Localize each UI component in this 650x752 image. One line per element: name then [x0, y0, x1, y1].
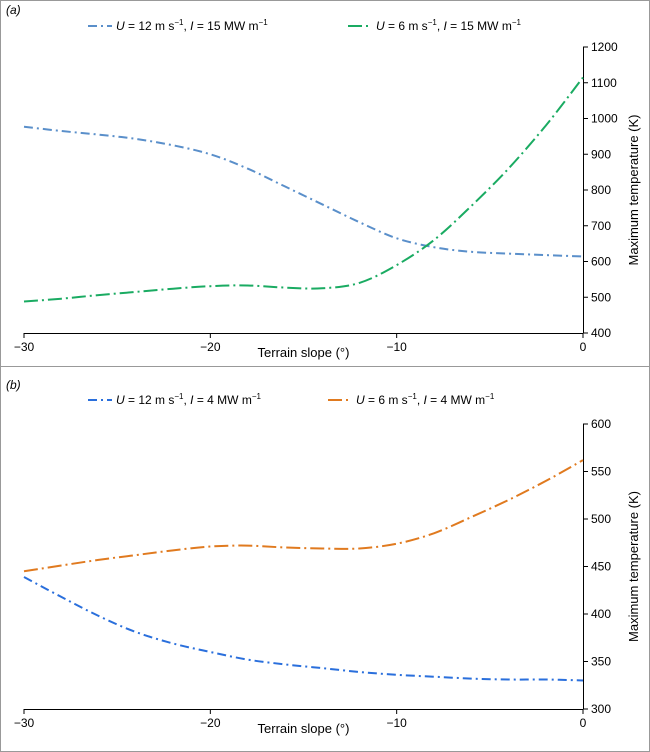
- y-tick-label: 400: [591, 607, 611, 621]
- x-tick-label: −30: [14, 716, 35, 730]
- panel-label: (b): [6, 378, 21, 392]
- legend-u: U: [116, 19, 125, 33]
- x-tick-label: −30: [14, 340, 35, 354]
- y-tick-label: 900: [591, 147, 611, 161]
- legend-sup: −1: [428, 18, 438, 27]
- y-tick-label: 300: [591, 702, 611, 716]
- legend-u_val: = 6 m s: [385, 19, 428, 33]
- panel-label: (a): [6, 3, 21, 17]
- y-tick-label: 1100: [591, 76, 617, 90]
- legend-sep: ,: [183, 393, 190, 407]
- y-tick-label: 350: [591, 655, 611, 669]
- y-tick-label: 450: [591, 560, 611, 574]
- x-tick-label: −20: [200, 340, 221, 354]
- x-tick-label: −10: [386, 716, 407, 730]
- x-tick-label: 0: [580, 340, 587, 354]
- y-axis-label: Maximum temperature (K): [626, 491, 641, 642]
- legend-sup2: −1: [259, 18, 269, 27]
- y-tick-label: 700: [591, 219, 611, 233]
- y-tick-label: 500: [591, 290, 611, 304]
- legend-sup: −1: [174, 392, 184, 401]
- legend-i: I: [190, 393, 194, 407]
- legend-sup: −1: [408, 392, 418, 401]
- legend-i: I: [443, 19, 447, 33]
- y-tick-label: 500: [591, 512, 611, 526]
- legend-label-1: U = 12 m s−1, I = 4 MW m−1: [116, 392, 262, 407]
- legend-u_val: = 6 m s: [365, 393, 408, 407]
- legend-sup2: −1: [485, 392, 495, 401]
- y-tick-label: 400: [591, 326, 611, 340]
- legend-i_val: = 4 MW m: [194, 393, 252, 407]
- panel-b: (b) −30 −20 −10 0 300 350 400 450 500 550 600 Terrai…: [6, 378, 641, 736]
- y-tick-label: 600: [591, 417, 611, 431]
- panel-a: (a) −30 −20 −10 0 400 500 600 700 800 900 1000 1100 1…: [6, 3, 641, 360]
- legend-sup2: −1: [252, 392, 262, 401]
- series-line-1: [23, 125, 584, 258]
- y-tick-label: 600: [591, 255, 611, 269]
- series-line-2: [23, 459, 584, 573]
- x-axis-label: Terrain slope (°): [258, 345, 350, 360]
- y-tick-label: 1000: [591, 112, 618, 126]
- legend-i: I: [423, 393, 427, 407]
- series-line-2: [23, 76, 584, 303]
- y-axis-label: Maximum temperature (K): [626, 115, 641, 266]
- y-tick-label: 800: [591, 183, 611, 197]
- legend-sep: ,: [417, 393, 424, 407]
- legend-sep: ,: [183, 19, 190, 33]
- legend-sep: ,: [437, 19, 444, 33]
- legend-i_val: = 15 MW m: [194, 19, 259, 33]
- legend-label-2: U = 6 m s−1, I = 15 MW m−1: [376, 18, 522, 33]
- legend-sup: −1: [174, 18, 184, 27]
- legend-u_val: = 12 m s: [125, 393, 175, 407]
- x-axis-label: Terrain slope (°): [258, 721, 350, 736]
- legend-i: I: [190, 19, 194, 33]
- y-tick-label: 1200: [591, 40, 618, 54]
- legend-label-1: U = 12 m s−1, I = 15 MW m−1: [116, 18, 268, 33]
- series-line-1: [23, 576, 584, 682]
- legend-i_val: = 15 MW m: [447, 19, 512, 33]
- legend-u: U: [116, 393, 125, 407]
- legend-label-2: U = 6 m s−1, I = 4 MW m−1: [356, 392, 495, 407]
- legend-u: U: [356, 393, 365, 407]
- legend-sup2: −1: [512, 18, 522, 27]
- x-tick-label: −10: [386, 340, 407, 354]
- x-tick-label: 0: [580, 716, 587, 730]
- legend-u: U: [376, 19, 385, 33]
- x-tick-label: −20: [200, 716, 221, 730]
- legend-u_val: = 12 m s: [125, 19, 175, 33]
- legend-i_val: = 4 MW m: [427, 393, 485, 407]
- y-tick-label: 550: [591, 465, 611, 479]
